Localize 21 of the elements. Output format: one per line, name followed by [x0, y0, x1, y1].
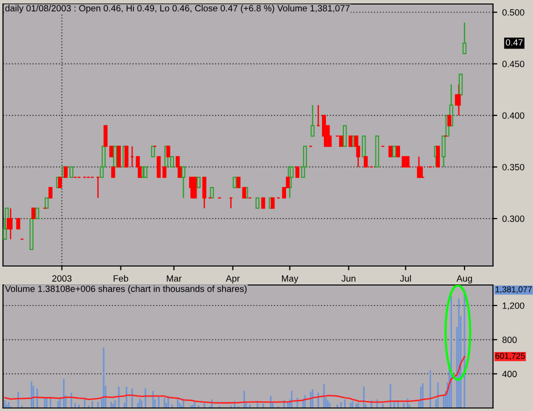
y-tick-label: 1,200 — [502, 302, 524, 310]
x-tick-label: Mar — [166, 275, 182, 282]
y-tick-label: 0.300 — [502, 216, 524, 222]
text: 0.47 — [506, 39, 523, 46]
y-tick-label: 0.450 — [502, 60, 524, 68]
x-tick-label: Feb — [114, 275, 128, 282]
chart-title: daily 01/08/2003 : Open 0.46, Hi 0.49, Lo 0.46, Close 0.47 (+6.8 %) Volume 1,381,077 — [5, 4, 350, 14]
x-tick-label: Apr — [226, 275, 240, 284]
y-tick-label: 0.350 — [502, 164, 524, 170]
y-tick-label: 0.400 — [502, 112, 524, 119]
x-tick-label: Aug — [456, 275, 472, 284]
y-tick-label: 0.500 — [502, 9, 524, 16]
text: 601,725 — [496, 352, 525, 360]
text: 1,381,077 — [496, 286, 532, 294]
x-tick-label: May — [282, 275, 298, 284]
chart-title: Volume 1.38108e+006 shares (chart in thousands of shares) — [5, 285, 247, 294]
y-tick-label: 800 — [502, 336, 517, 344]
x-tick-label: Jun — [342, 275, 356, 282]
x-tick-label: 2003 — [52, 275, 72, 282]
x-tick-label: Jul — [400, 275, 411, 282]
y-tick-label: 400 — [502, 370, 517, 378]
